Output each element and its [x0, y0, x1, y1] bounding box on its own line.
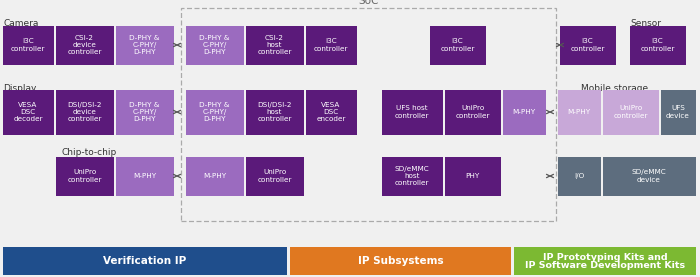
Text: I3C
controller: I3C controller	[314, 39, 349, 52]
Text: I3C
controller: I3C controller	[570, 39, 605, 52]
FancyBboxPatch shape	[246, 89, 304, 135]
Text: I3C
controller: I3C controller	[440, 39, 475, 52]
FancyBboxPatch shape	[116, 89, 174, 135]
FancyBboxPatch shape	[55, 89, 113, 135]
Text: I3C
controller: I3C controller	[640, 39, 675, 52]
Text: IP Prototyping Kits and: IP Prototyping Kits and	[542, 253, 667, 263]
FancyBboxPatch shape	[116, 157, 174, 196]
FancyBboxPatch shape	[382, 157, 442, 196]
FancyBboxPatch shape	[661, 89, 696, 135]
Text: D-PHY &
C-PHY/
D-PHY: D-PHY & C-PHY/ D-PHY	[130, 35, 160, 55]
Text: M-PHY: M-PHY	[568, 109, 591, 115]
Text: VESA
DSC
decoder: VESA DSC decoder	[13, 102, 43, 122]
Text: CSI-2
host
controller: CSI-2 host controller	[258, 35, 292, 55]
FancyBboxPatch shape	[55, 25, 113, 65]
FancyBboxPatch shape	[444, 157, 500, 196]
Text: M-PHY: M-PHY	[133, 173, 156, 179]
Text: Camera: Camera	[3, 19, 38, 28]
Text: M-PHY: M-PHY	[512, 109, 536, 115]
FancyBboxPatch shape	[603, 89, 659, 135]
Text: DSI/DSI-2
host
controller: DSI/DSI-2 host controller	[258, 102, 292, 122]
Text: IP Subsystems: IP Subsystems	[358, 256, 443, 266]
Text: VESA
DSC
encoder: VESA DSC encoder	[316, 102, 346, 122]
Text: SD/eMMC
device: SD/eMMC device	[631, 169, 666, 183]
Text: Chip-to-chip: Chip-to-chip	[61, 148, 116, 157]
Text: Verification IP: Verification IP	[104, 256, 187, 266]
Text: D-PHY &
C-PHY/
D-PHY: D-PHY & C-PHY/ D-PHY	[199, 102, 230, 122]
Text: UFS host
controller: UFS host controller	[395, 105, 429, 119]
FancyBboxPatch shape	[629, 25, 685, 65]
Text: CSI-2
device
controller: CSI-2 device controller	[67, 35, 102, 55]
FancyBboxPatch shape	[290, 247, 511, 275]
FancyBboxPatch shape	[503, 89, 545, 135]
Text: DSI/DSI-2
device
controller: DSI/DSI-2 device controller	[67, 102, 102, 122]
Text: I3C
controller: I3C controller	[10, 39, 46, 52]
Text: D-PHY &
C-PHY/
D-PHY: D-PHY & C-PHY/ D-PHY	[199, 35, 230, 55]
Text: UniPro
controller: UniPro controller	[455, 105, 490, 119]
Text: I/O: I/O	[574, 173, 584, 179]
FancyBboxPatch shape	[557, 157, 601, 196]
FancyBboxPatch shape	[246, 157, 304, 196]
FancyBboxPatch shape	[557, 89, 601, 135]
Text: Mobile storage: Mobile storage	[581, 84, 648, 93]
FancyBboxPatch shape	[55, 157, 113, 196]
FancyBboxPatch shape	[3, 25, 53, 65]
Text: SD/eMMC
host
controller: SD/eMMC host controller	[395, 166, 429, 186]
FancyBboxPatch shape	[3, 247, 287, 275]
FancyBboxPatch shape	[382, 89, 442, 135]
Text: UFS
device: UFS device	[666, 105, 690, 119]
FancyBboxPatch shape	[444, 89, 500, 135]
Text: IP Software Development Kits: IP Software Development Kits	[525, 261, 685, 271]
FancyBboxPatch shape	[514, 247, 696, 275]
FancyBboxPatch shape	[430, 25, 486, 65]
FancyBboxPatch shape	[305, 25, 356, 65]
Text: PHY: PHY	[466, 173, 480, 179]
Text: UniPro
controller: UniPro controller	[258, 169, 292, 183]
FancyBboxPatch shape	[3, 89, 53, 135]
Text: D-PHY &
C-PHY/
D-PHY: D-PHY & C-PHY/ D-PHY	[130, 102, 160, 122]
FancyBboxPatch shape	[116, 25, 174, 65]
Text: UniPro
controller: UniPro controller	[67, 169, 102, 183]
Text: SoC: SoC	[358, 0, 379, 6]
Text: UniPro
controller: UniPro controller	[613, 105, 648, 119]
Text: M-PHY: M-PHY	[203, 173, 226, 179]
FancyBboxPatch shape	[559, 25, 615, 65]
Text: Sensor: Sensor	[630, 19, 661, 28]
FancyBboxPatch shape	[246, 25, 304, 65]
FancyBboxPatch shape	[603, 157, 696, 196]
Text: Display: Display	[3, 84, 36, 93]
FancyBboxPatch shape	[186, 25, 244, 65]
FancyBboxPatch shape	[186, 89, 244, 135]
FancyBboxPatch shape	[305, 89, 356, 135]
FancyBboxPatch shape	[186, 157, 244, 196]
